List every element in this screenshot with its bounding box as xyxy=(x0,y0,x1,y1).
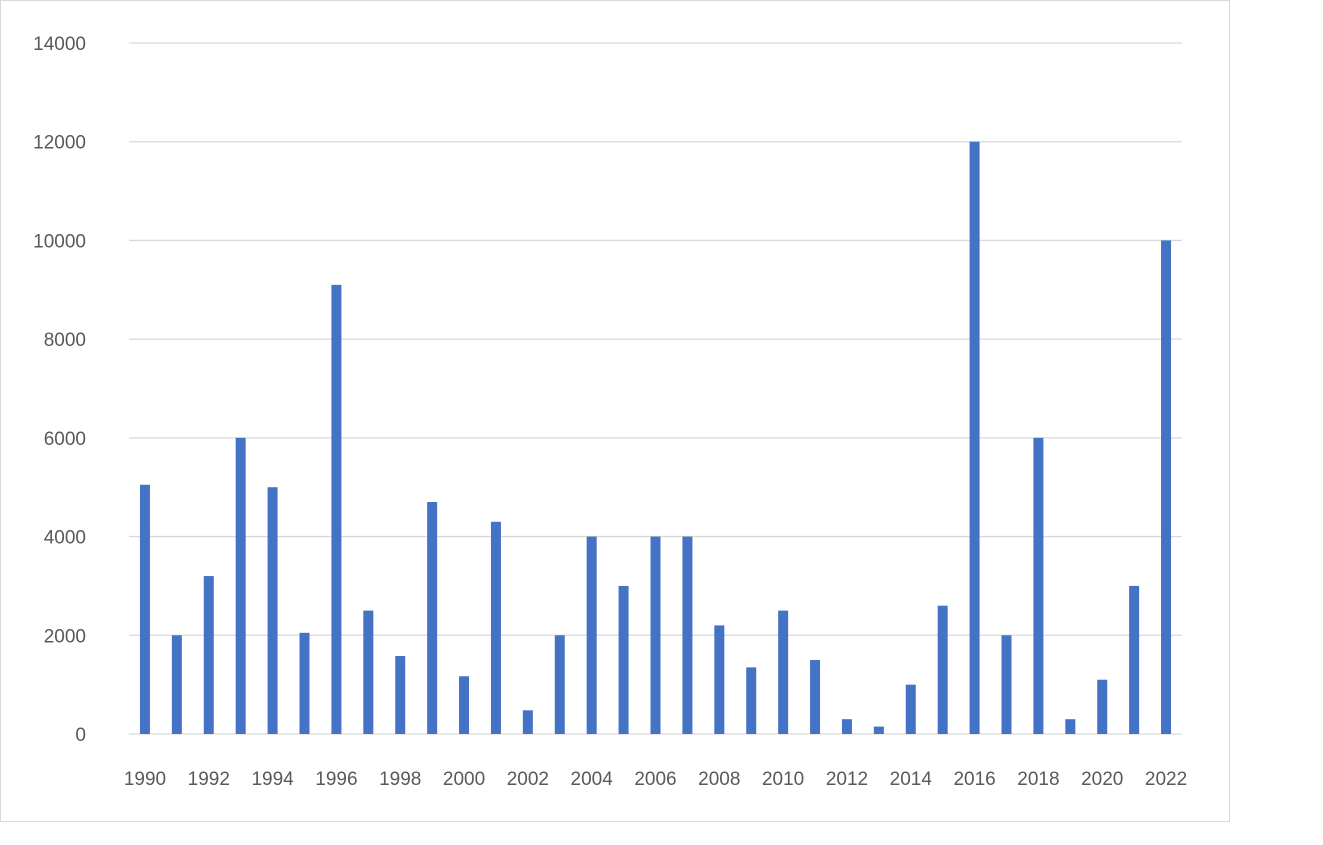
x-tick-label: 2008 xyxy=(698,769,740,790)
x-tick-label: 1994 xyxy=(251,769,294,790)
bar-1998 xyxy=(395,656,406,734)
y-axis-tick-labels: 0 2000 4000 6000 8000 10000 12000 14000 xyxy=(33,34,86,746)
x-tick-label: 2010 xyxy=(762,769,804,790)
bar-2001 xyxy=(490,521,501,734)
bar-1994 xyxy=(267,487,278,734)
y-tick-label: 2000 xyxy=(44,626,86,647)
x-tick-label: 1996 xyxy=(315,769,357,790)
x-tick-label: 2006 xyxy=(634,769,676,790)
bar-1995 xyxy=(299,632,310,734)
x-tick-label: 2000 xyxy=(443,769,485,790)
bar-2015 xyxy=(937,605,948,734)
y-tick-label: 6000 xyxy=(44,429,86,450)
x-tick-label: 2022 xyxy=(1145,769,1187,790)
chart-area: 0 2000 4000 6000 8000 10000 12000 14000 1990 199… xyxy=(0,0,1230,822)
bar-2019 xyxy=(1065,719,1076,734)
x-tick-label: 2016 xyxy=(953,769,995,790)
x-tick-label: 2012 xyxy=(826,769,868,790)
bar-1997 xyxy=(363,610,374,734)
bar-2003 xyxy=(554,635,565,734)
bar-2008 xyxy=(714,625,725,734)
y-tick-label: 10000 xyxy=(33,231,86,252)
bar-2005 xyxy=(618,585,629,734)
bar-2016 xyxy=(969,141,980,734)
bar-2009 xyxy=(746,667,757,734)
bar-2022 xyxy=(1161,240,1172,734)
y-tick-label: 4000 xyxy=(44,528,86,549)
y-tick-label: 8000 xyxy=(44,330,86,351)
x-tick-label: 2018 xyxy=(1017,769,1059,790)
y-tick-label: 14000 xyxy=(33,34,86,55)
bar-1993 xyxy=(235,437,246,734)
bar-2017 xyxy=(1001,635,1012,734)
x-axis-tick-labels: 1990 1992 1994 1996 1998 2000 2002 2004 2006 2008… xyxy=(124,769,1187,790)
x-tick-label: 1990 xyxy=(124,769,166,790)
x-tick-label: 2002 xyxy=(507,769,549,790)
x-tick-label: 1992 xyxy=(188,769,230,790)
bar-2020 xyxy=(1097,679,1108,734)
bar-2018 xyxy=(1033,437,1044,734)
bar-2011 xyxy=(810,659,821,734)
bar-2021 xyxy=(1129,585,1140,734)
bar-1999 xyxy=(427,502,438,734)
bar-1992 xyxy=(203,576,214,734)
bar-2002 xyxy=(522,710,533,734)
bar-2007 xyxy=(682,536,693,734)
y-tick-label: 0 xyxy=(75,725,86,746)
x-tick-label: 1998 xyxy=(379,769,421,790)
bar-2000 xyxy=(459,676,470,734)
bar-2013 xyxy=(873,726,884,734)
y-tick-label: 12000 xyxy=(33,133,86,154)
bar-2004 xyxy=(586,536,597,734)
bar-1991 xyxy=(171,635,182,734)
bar-1990 xyxy=(139,484,150,734)
bar-1996 xyxy=(331,284,342,734)
x-tick-label: 2020 xyxy=(1081,769,1123,790)
bar-2012 xyxy=(841,719,852,734)
bar-2010 xyxy=(778,610,789,734)
bar-2006 xyxy=(650,536,661,734)
bar-2014 xyxy=(905,684,916,734)
x-tick-label: 2014 xyxy=(890,769,933,790)
x-tick-label: 2004 xyxy=(571,769,614,790)
bars xyxy=(139,141,1172,734)
